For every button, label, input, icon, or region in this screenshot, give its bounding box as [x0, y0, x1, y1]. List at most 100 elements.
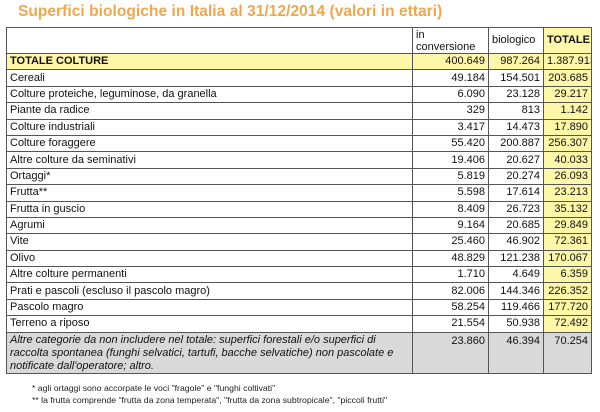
table-row: Piante da radice 329 813 1.142	[6, 102, 592, 120]
row-label: Ortaggi*	[6, 167, 413, 186]
row-label: Olivo	[6, 249, 413, 268]
row-total: 26.093	[543, 167, 592, 186]
header-total: TOTALE	[543, 27, 592, 54]
row-label: Piante da radice	[6, 102, 413, 120]
row-total: 177.720	[543, 298, 592, 317]
row-total: 226.352	[543, 282, 592, 300]
table-row: Colture proteiche, leguminose, da granel…	[6, 85, 592, 104]
table-row: Cereali 49.184 154.501 203.685	[6, 69, 592, 87]
table-row: Frutta in guscio 8.409 26.723 35.132	[6, 200, 592, 218]
row-organic: 119.466	[488, 298, 544, 317]
row-total: 170.067	[543, 249, 592, 268]
row-organic: 17.614	[488, 184, 544, 202]
footnotes: * agli ortaggi sono accorpate le voci "f…	[32, 382, 387, 406]
table-row: Altre colture da seminativi 19.406 20.627 4…	[6, 151, 592, 169]
table-row: Colture industriali 3.417 14.473 17.890	[6, 118, 592, 136]
total-row: TOTALE COLTURE 400.649 987.264 1.387.913	[6, 52, 592, 71]
row-conversion: 82.006	[412, 282, 489, 300]
row-conversion: 48.829	[412, 249, 489, 268]
row-organic: 200.887	[488, 134, 544, 153]
row-label: Altre colture da seminativi	[6, 151, 413, 169]
row-label: Altre colture permanenti	[6, 266, 413, 284]
table-row: Ortaggi* 5.819 20.274 26.093	[6, 167, 592, 186]
total-row-conversion: 400.649	[412, 52, 489, 71]
row-label: Frutta in guscio	[6, 200, 413, 218]
row-total: 72.492	[543, 315, 592, 333]
table-row: Olivo 48.829 121.238 170.067	[6, 249, 592, 268]
row-total: 1.142	[543, 102, 592, 120]
other-categories-organic: 46.394	[488, 331, 544, 374]
header-row: in conversione biologico TOTALE	[6, 27, 592, 54]
row-total: 29.849	[543, 216, 592, 235]
row-total: 256.307	[543, 134, 592, 153]
row-organic: 20.274	[488, 167, 544, 186]
row-conversion: 21.554	[412, 315, 489, 333]
row-total: 72.361	[543, 233, 592, 251]
row-label: Prati e pascoli (escluso il pascolo magr…	[6, 282, 413, 300]
header-empty-cell	[6, 27, 413, 54]
data-table: in conversione biologico TOTALE TOTALE CO…	[6, 27, 592, 374]
row-conversion: 5.598	[412, 184, 489, 202]
total-row-label: TOTALE COLTURE	[6, 52, 413, 71]
row-label: Colture industriali	[6, 118, 413, 136]
row-organic: 20.627	[488, 151, 544, 169]
header-conversion: in conversione	[412, 27, 489, 54]
table-row: Prati e pascoli (escluso il pascolo magr…	[6, 282, 592, 300]
row-conversion: 58.254	[412, 298, 489, 317]
footnote-vegetables: * agli ortaggi sono accorpate le voci "f…	[32, 383, 276, 393]
table-row: Agrumi 9.164 20.685 29.849	[6, 216, 592, 235]
row-total: 40.033	[543, 151, 592, 169]
row-organic: 813	[488, 102, 544, 120]
other-categories-label: Altre categorie da non includere nel tot…	[6, 331, 413, 374]
row-conversion: 3.417	[412, 118, 489, 136]
row-label: Frutta**	[6, 184, 413, 202]
table-row: Colture foraggere 55.420 200.887 256.307	[6, 134, 592, 153]
footnote-fruit: ** la frutta comprende "frutta da zona t…	[32, 395, 388, 405]
row-label: Agrumi	[6, 216, 413, 235]
row-organic: 26.723	[488, 200, 544, 218]
row-organic: 144.346	[488, 282, 544, 300]
row-total: 203.685	[543, 69, 592, 87]
row-total: 17.890	[543, 118, 592, 136]
header-organic: biologico	[488, 27, 544, 54]
row-label: Colture proteiche, leguminose, da granel…	[6, 85, 413, 104]
row-organic: 154.501	[488, 69, 544, 87]
row-label: Pascolo magro	[6, 298, 413, 317]
row-organic: 50.938	[488, 315, 544, 333]
row-conversion: 8.409	[412, 200, 489, 218]
row-conversion: 6.090	[412, 85, 489, 104]
row-label: Cereali	[6, 69, 413, 87]
table-row: Frutta** 5.598 17.614 23.213	[6, 184, 592, 202]
row-conversion: 49.184	[412, 69, 489, 87]
other-categories-conversion: 23.860	[412, 331, 489, 374]
table-row: Altre colture permanenti 1.710 4.649 6.359	[6, 266, 592, 284]
other-categories-row: Altre categorie da non includere nel tot…	[6, 331, 592, 374]
total-row-organic: 987.264	[488, 52, 544, 71]
row-label: Colture foraggere	[6, 134, 413, 153]
row-conversion: 5.819	[412, 167, 489, 186]
table-row: Terreno a riposo 21.554 50.938 72.492	[6, 315, 592, 333]
row-conversion: 55.420	[412, 134, 489, 153]
row-label: Vite	[6, 233, 413, 251]
row-total: 35.132	[543, 200, 592, 218]
row-organic: 4.649	[488, 266, 544, 284]
row-conversion: 9.164	[412, 216, 489, 235]
row-organic: 20.685	[488, 216, 544, 235]
total-row-total: 1.387.913	[543, 52, 592, 71]
row-organic: 14.473	[488, 118, 544, 136]
row-conversion: 25.460	[412, 233, 489, 251]
row-conversion: 1.710	[412, 266, 489, 284]
row-organic: 23.128	[488, 85, 544, 104]
row-conversion: 329	[412, 102, 489, 120]
page-title: Superfici biologiche in Italia al 31/12/…	[18, 3, 443, 20]
table-row: Vite 25.460 46.902 72.361	[6, 233, 592, 251]
row-label: Terreno a riposo	[6, 315, 413, 333]
row-organic: 46.902	[488, 233, 544, 251]
row-organic: 121.238	[488, 249, 544, 268]
row-total: 29.217	[543, 85, 592, 104]
table-row: Pascolo magro 58.254 119.466 177.720	[6, 298, 592, 317]
row-conversion: 19.406	[412, 151, 489, 169]
row-total: 6.359	[543, 266, 592, 284]
row-total: 23.213	[543, 184, 592, 202]
other-categories-total: 70.254	[543, 331, 592, 374]
